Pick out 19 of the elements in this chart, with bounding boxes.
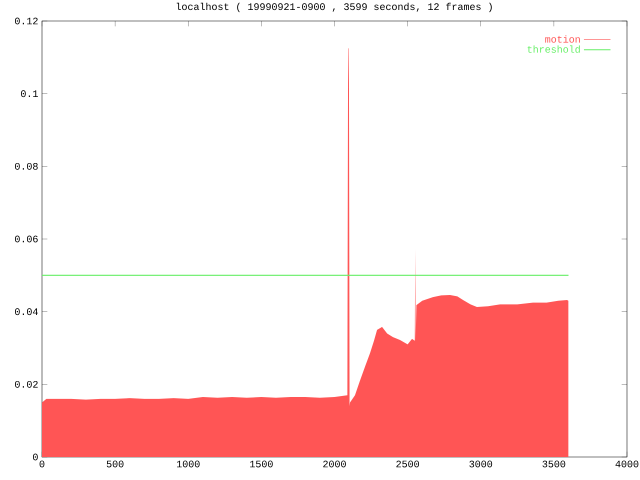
x-tick-label: 4000	[615, 460, 638, 468]
y-tick-label: 0.08	[15, 162, 38, 170]
x-tick-label: 2000	[323, 460, 346, 468]
legend-label: motion	[545, 35, 580, 43]
x-tick-label: 2500	[396, 460, 419, 468]
y-tick-label: 0.02	[15, 380, 38, 388]
x-tick-label: 500	[106, 460, 124, 468]
chart-title: localhost ( 19990921-0900 , 3599 seconds, 12 frames )	[176, 2, 492, 12]
y-tick-label: 0.1	[21, 90, 38, 98]
y-tick-label: 0.06	[15, 236, 38, 242]
x-tick-label: 3500	[542, 460, 566, 468]
y-tick-label: 0	[33, 454, 38, 460]
y-tick-label: 0.12	[15, 18, 38, 24]
x-tick-label: 1500	[250, 460, 273, 468]
y-tick-label: 0.04	[15, 308, 38, 316]
x-tick-label: 0	[40, 460, 44, 468]
x-tick-label: 1000	[176, 460, 200, 468]
x-tick-label: 3000	[469, 460, 492, 468]
legend-label: threshold	[528, 45, 580, 53]
